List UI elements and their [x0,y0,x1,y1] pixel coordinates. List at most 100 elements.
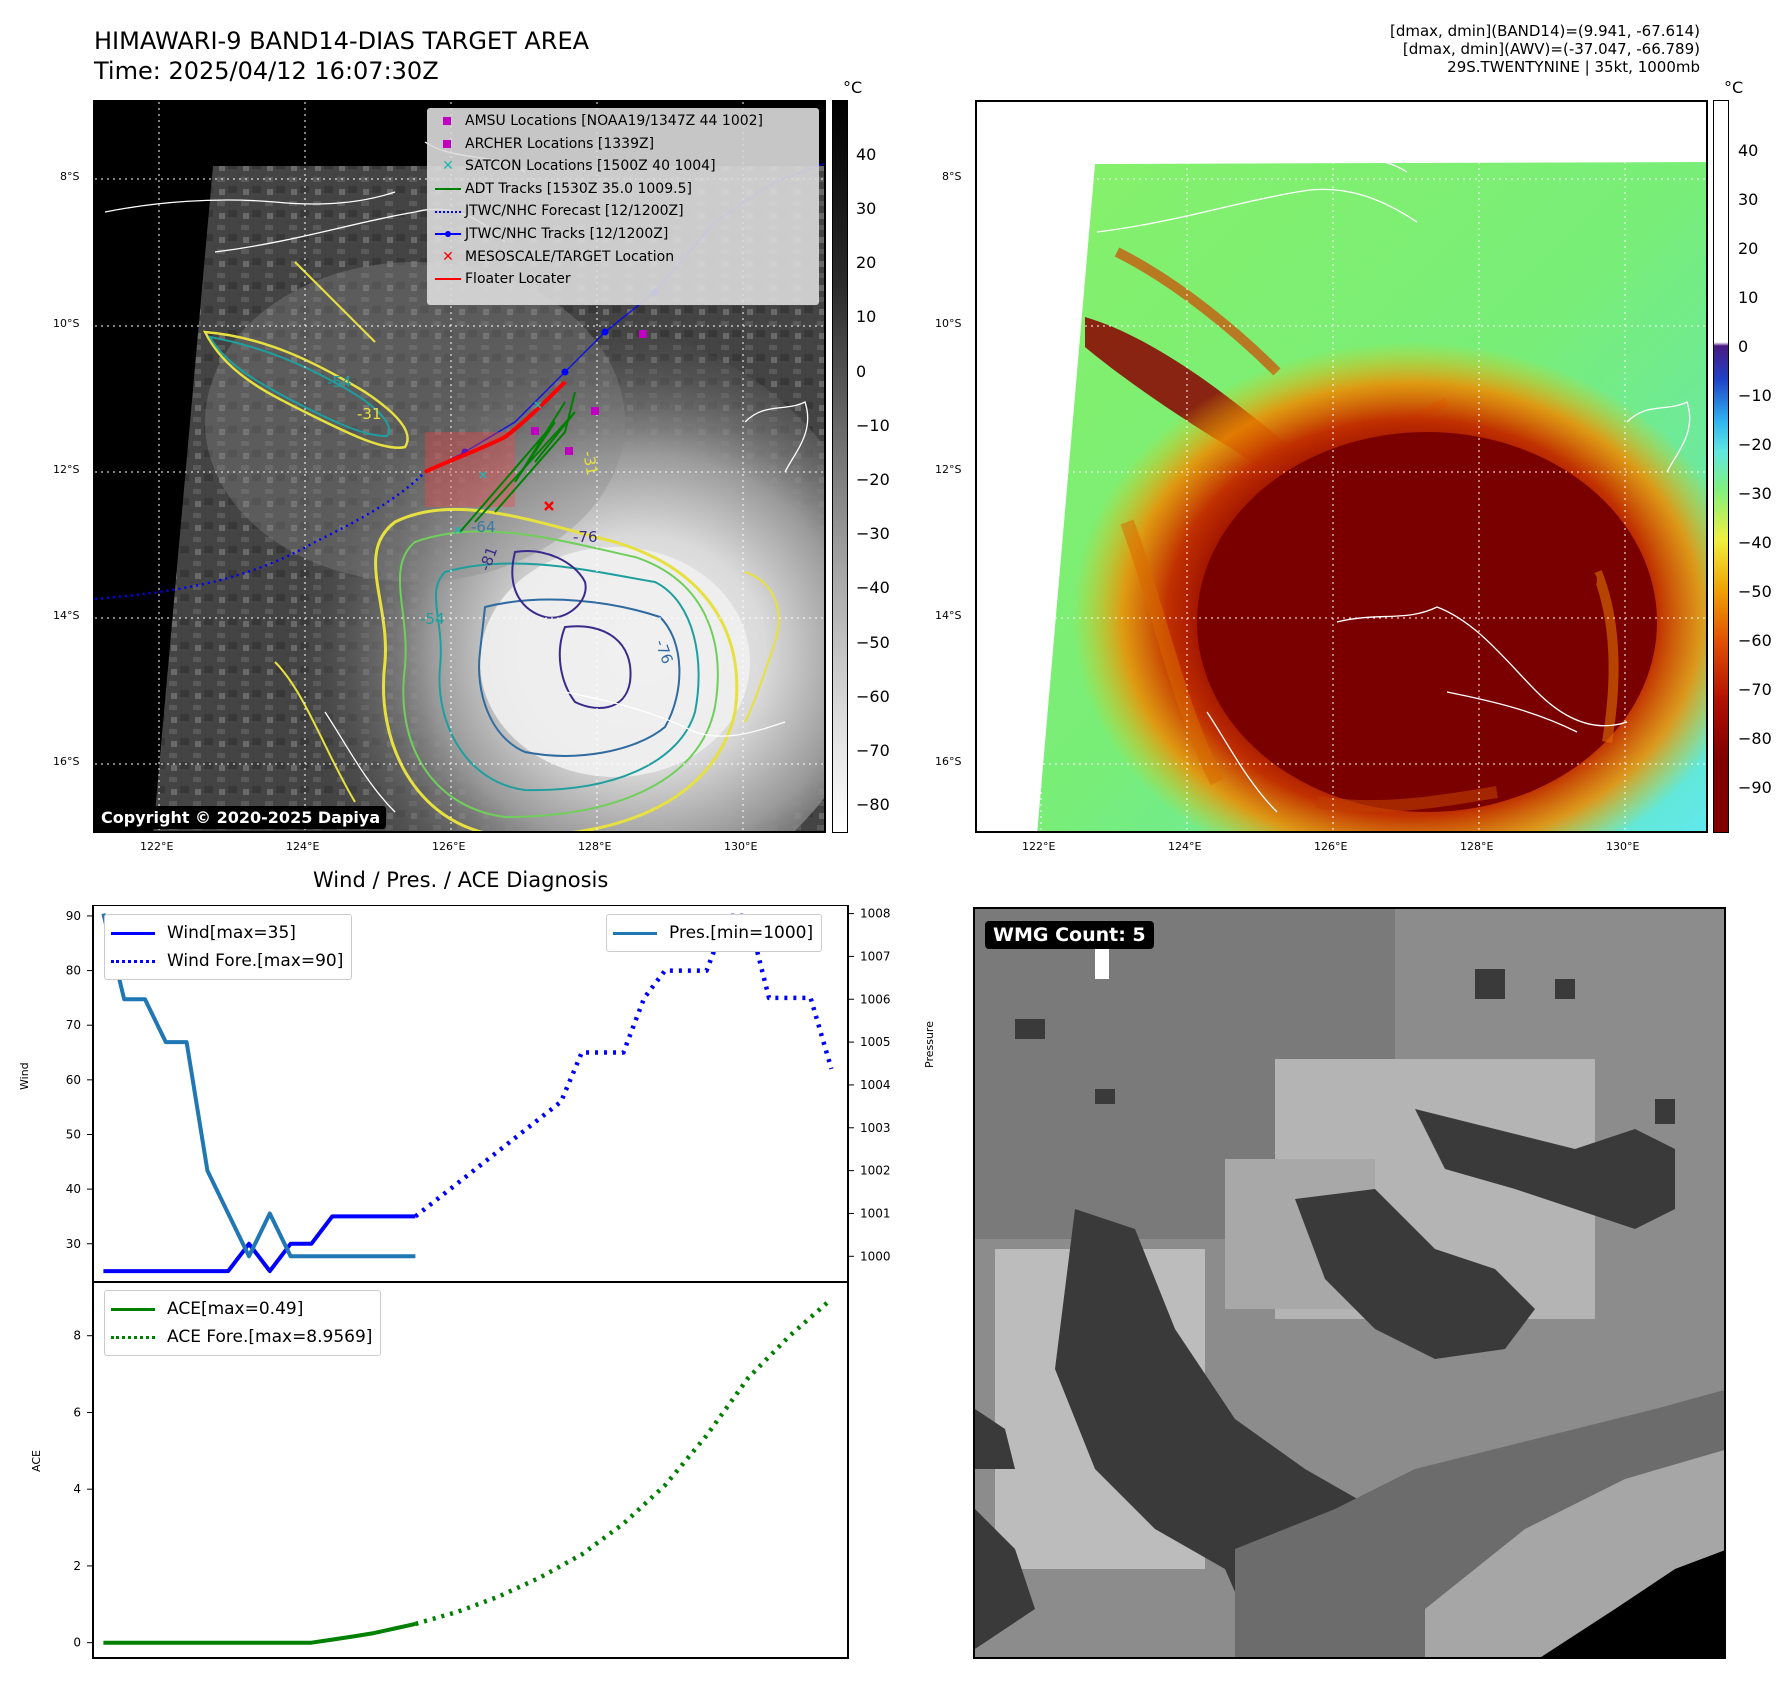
y-tick-label: 60 [66,1073,81,1087]
legend-item-amsu: AMSU Locations [NOAA19/1347Z 44 1002] [431,110,815,133]
diagnosis-charts: 3040506070809010001001100210031004100510… [66,905,891,1659]
info-awv: [dmax, dmin](AWV)=(-37.047, -66.789) [1402,40,1700,58]
ir-map-graphic: -54 -31 -31 -64 -76 -81 -54 -76 [95,102,824,831]
wmg-count-label: WMG Count: 5 [985,921,1154,949]
colorbar-tick: −80 [856,795,890,814]
y-tick-label: 4 [73,1482,81,1496]
lon-label: 130°E [724,840,758,853]
colorbar-tick: 40 [856,145,877,164]
legend-item-mesoscale: ✕ MESOSCALE/TARGET Location [431,246,815,269]
copyright-label: Copyright © 2020-2025 Dapiya [95,806,387,829]
lat-label: 10°S [53,317,80,330]
lat-label: 14°S [935,609,962,622]
colorbar-unit: °C [1724,78,1744,97]
colorbar-unit: °C [843,78,863,97]
colorbar-tick: 0 [856,362,867,381]
colorbar-tick: −20 [856,470,890,489]
contour-label: -31 [579,450,601,477]
y2-tick-label: 1002 [860,1164,891,1178]
info-band14: [dmax, dmin](BAND14)=(9.941, -67.614) [1389,22,1700,40]
lon-label: 130°E [1606,840,1640,853]
awv-map-panel [975,100,1708,833]
legend-item-archer: ARCHER Locations [1339Z] [431,133,815,156]
contour-label: -76 [573,528,598,546]
ace-legend: ACE[max=0.49] ACE Fore.[max=8.9569] [104,1290,382,1356]
colorbar-tick: 20 [1738,239,1759,258]
contour-label: -54 [420,610,445,628]
legend-item-ace-forecast: ACE Fore.[max=8.9569] [111,1323,372,1351]
colorbar-tick: 10 [1738,288,1759,307]
x-marker-icon: ✕ [442,158,454,175]
y2-tick-label: 1003 [860,1121,891,1135]
colorbar-tick: −30 [856,524,890,543]
series-line-wind-fore-max [414,913,834,1219]
legend-item-wind-forecast: Wind Fore.[max=90] [111,947,343,975]
colorbar-tick: −80 [1738,729,1772,748]
wmg-panel: WMG Count: 5 [973,907,1726,1659]
series-line-pres-min [101,913,416,1259]
diagnosis-title: Wind / Pres. / ACE Diagnosis [313,868,609,892]
colorbar-tick: −60 [1738,631,1772,650]
colorbar-tick: −70 [856,741,890,760]
contour-label: -64 [471,518,496,536]
series-line-ace-max [103,1621,416,1645]
ace-axis-label: ACE [30,1450,43,1472]
x-marker-icon: ✕ [442,248,454,265]
colorbar-tick: 30 [856,199,877,218]
colorbar-tick: −70 [1738,680,1772,699]
legend-item-satcon: ✕ SATCON Locations [1500Z 40 1004] [431,155,815,178]
wind-legend: Wind[max=35] Wind Fore.[max=90] [104,914,353,980]
lat-label: 16°S [935,755,962,768]
colorbar-tick: 10 [856,307,877,326]
colorbar-tick: 40 [1738,141,1759,160]
square-marker-icon [431,110,465,132]
colorbar-tick: −50 [1738,582,1772,601]
y-tick-label: 8 [73,1329,81,1343]
colorbar-tick: −30 [1738,484,1772,503]
colorbar-tick: −60 [856,687,890,706]
ir-map-panel: -54 -31 -31 -64 -76 -81 -54 -76 AMSU Loc… [93,100,826,833]
wmg-graphic [975,909,1724,1657]
colorbar-grey [832,100,848,833]
chart-frame [92,1281,849,1659]
y-tick-label: 40 [66,1182,81,1196]
y2-tick-label: 1008 [860,907,891,921]
lon-label: 124°E [286,840,320,853]
y2-tick-label: 1004 [860,1078,891,1092]
y2-tick-label: 1006 [860,992,891,1006]
y2-tick-label: 1001 [860,1206,891,1220]
legend-item-ace: ACE[max=0.49] [111,1295,372,1323]
lat-label: 14°S [53,609,80,622]
wind-axis-label: Wind [18,1062,31,1090]
series-line-wind-max [103,1214,416,1274]
colorbar-tick: −40 [856,578,890,597]
colorbar-tick: −10 [856,416,890,435]
series-line-ace-fore-max [414,1297,833,1627]
info-block: [dmax, dmin](BAND14)=(9.941, -67.614) [d… [1390,22,1700,76]
lat-label: 12°S [53,463,80,476]
legend-item-pressure: Pres.[min=1000] [613,919,813,947]
colorbar-tick: −40 [1738,533,1772,552]
lat-label: 8°S [60,170,80,183]
colorbar-tick: −50 [856,633,890,652]
ace-chart: 0 2 4 6 8 [73,1281,849,1659]
lon-label: 126°E [432,840,466,853]
y-tick-label: 70 [66,1018,81,1032]
lat-label: 8°S [942,170,962,183]
lon-label: 128°E [1460,840,1494,853]
wind-pressure-chart: 30 40 50 60 70 80 90 1000 1001 1002 1003 1004 1005 10… [66,905,891,1283]
lon-label: 126°E [1314,840,1348,853]
lon-label: 124°E [1168,840,1202,853]
line-marker-icon [431,268,465,290]
y2-tick-label: 1000 [860,1249,891,1263]
square-marker-icon [431,133,465,155]
colorbar-tick: 0 [1738,337,1749,356]
legend-item-wind: Wind[max=35] [111,919,343,947]
lon-label: 122°E [140,840,174,853]
lat-label: 16°S [53,755,80,768]
lat-label: 10°S [935,317,962,330]
figure-title: HIMAWARI-9 BAND14-DIAS TARGET AREA [94,27,590,55]
colorbar-tick: −10 [1738,386,1772,405]
pressure-legend: Pres.[min=1000] [606,914,823,952]
colorbar-tick: 30 [1738,190,1759,209]
